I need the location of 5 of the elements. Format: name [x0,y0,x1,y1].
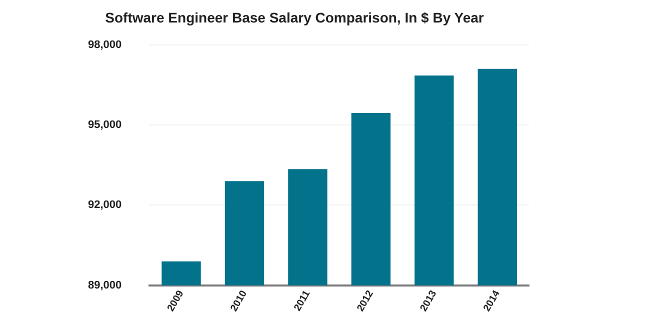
chart-title: Software Engineer Base Salary Comparison, In $ By Year [105,9,484,26]
y-tick-label: 92,000 [88,199,122,212]
y-tick-label: 95,000 [88,119,122,132]
y-tick-label: 98,000 [88,38,122,51]
y-tick-label: 89,000 [88,279,122,292]
